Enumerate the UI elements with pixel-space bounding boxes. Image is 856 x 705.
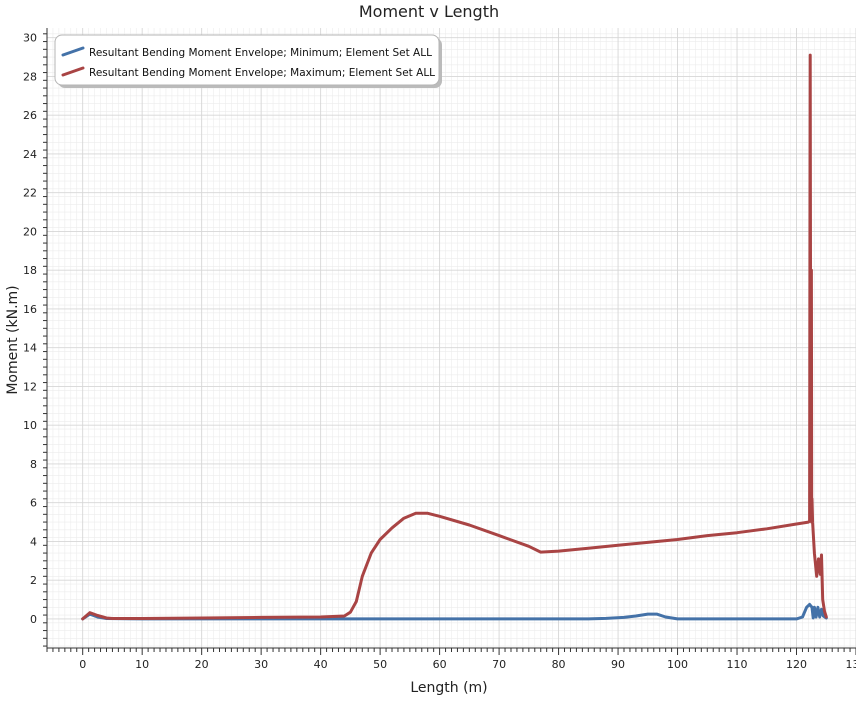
y-tick-label: 8 <box>30 458 37 471</box>
legend-label: Resultant Bending Moment Envelope; Maxim… <box>89 67 435 79</box>
x-tick-label: 120 <box>786 658 807 671</box>
x-axis-label: Length (m) <box>410 680 487 696</box>
y-tick-label: 4 <box>30 535 37 548</box>
x-tick-label: 30 <box>254 658 268 671</box>
y-tick-label: 2 <box>30 574 37 587</box>
x-tick-label: 10 <box>135 658 149 671</box>
y-tick-label: 14 <box>23 342 37 355</box>
chart-title: Moment v Length <box>359 2 499 21</box>
y-tick-label: 12 <box>23 380 37 393</box>
x-tick-label: 20 <box>195 658 209 671</box>
y-tick-label: 26 <box>23 109 37 122</box>
y-tick-label: 22 <box>23 187 37 200</box>
y-tick-label: 20 <box>23 225 37 238</box>
x-tick-label: 90 <box>611 658 625 671</box>
x-tick-label: 100 <box>667 658 688 671</box>
y-tick-label: 10 <box>23 419 37 432</box>
y-tick-label: 30 <box>23 32 37 45</box>
y-tick-label: 24 <box>23 148 37 161</box>
x-tick-label: 110 <box>727 658 748 671</box>
x-tick-label: 70 <box>492 658 506 671</box>
y-tick-label: 18 <box>23 264 37 277</box>
y-tick-label: 16 <box>23 303 37 316</box>
x-tick-label: 50 <box>373 658 387 671</box>
x-tick-label: 0 <box>79 658 86 671</box>
legend-label: Resultant Bending Moment Envelope; Minim… <box>89 47 432 59</box>
x-tick-label: 80 <box>552 658 566 671</box>
legend[interactable]: Resultant Bending Moment Envelope; Minim… <box>55 35 442 88</box>
y-tick-label: 6 <box>30 497 37 510</box>
x-tick-label: 130 <box>846 658 856 671</box>
x-tick-label: 40 <box>314 658 328 671</box>
y-axis-label: Moment (kN.m) <box>5 285 21 394</box>
x-tick-label: 60 <box>433 658 447 671</box>
y-tick-label: 0 <box>30 613 37 626</box>
y-tick-label: 28 <box>23 70 37 83</box>
